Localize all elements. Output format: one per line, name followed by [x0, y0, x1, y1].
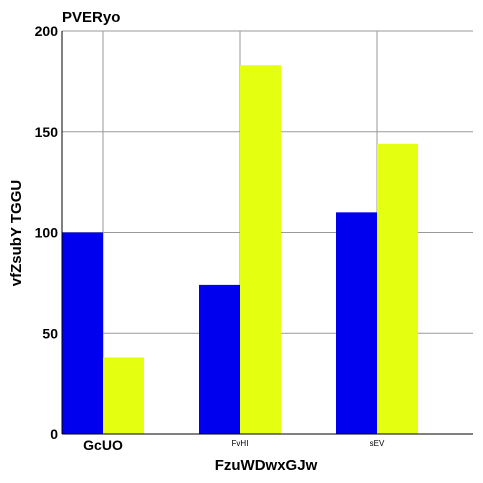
x-tick-label: FvHI: [232, 439, 249, 448]
axes: 0 50 100 150 200 GcUO FvHI sEV: [35, 23, 473, 453]
x-tick-label: GcUO: [83, 437, 123, 453]
bar-series-2-sEV: [377, 143, 418, 434]
y-tick-label: 100: [35, 225, 59, 241]
x-tick-label: sEV: [370, 439, 385, 448]
bar-series-2-GcUO: [103, 357, 144, 434]
bar-series-1-GcUO: [62, 232, 103, 434]
bar-series-2-FvHI: [240, 65, 281, 434]
y-tick-label: 0: [50, 426, 58, 442]
y-axis-label: vfZsubY TGGU: [8, 180, 25, 286]
bar-series-1-FvHI: [199, 284, 240, 434]
x-axis-label: FzuWDwxGJw: [215, 457, 318, 474]
y-tick-label: 50: [42, 325, 58, 341]
bar-series-1-sEV: [336, 212, 377, 434]
bars: [62, 65, 418, 434]
y-tick-label: 150: [35, 124, 59, 140]
chart-title: PVERyo: [62, 9, 120, 26]
y-tick-label: 200: [35, 23, 59, 39]
